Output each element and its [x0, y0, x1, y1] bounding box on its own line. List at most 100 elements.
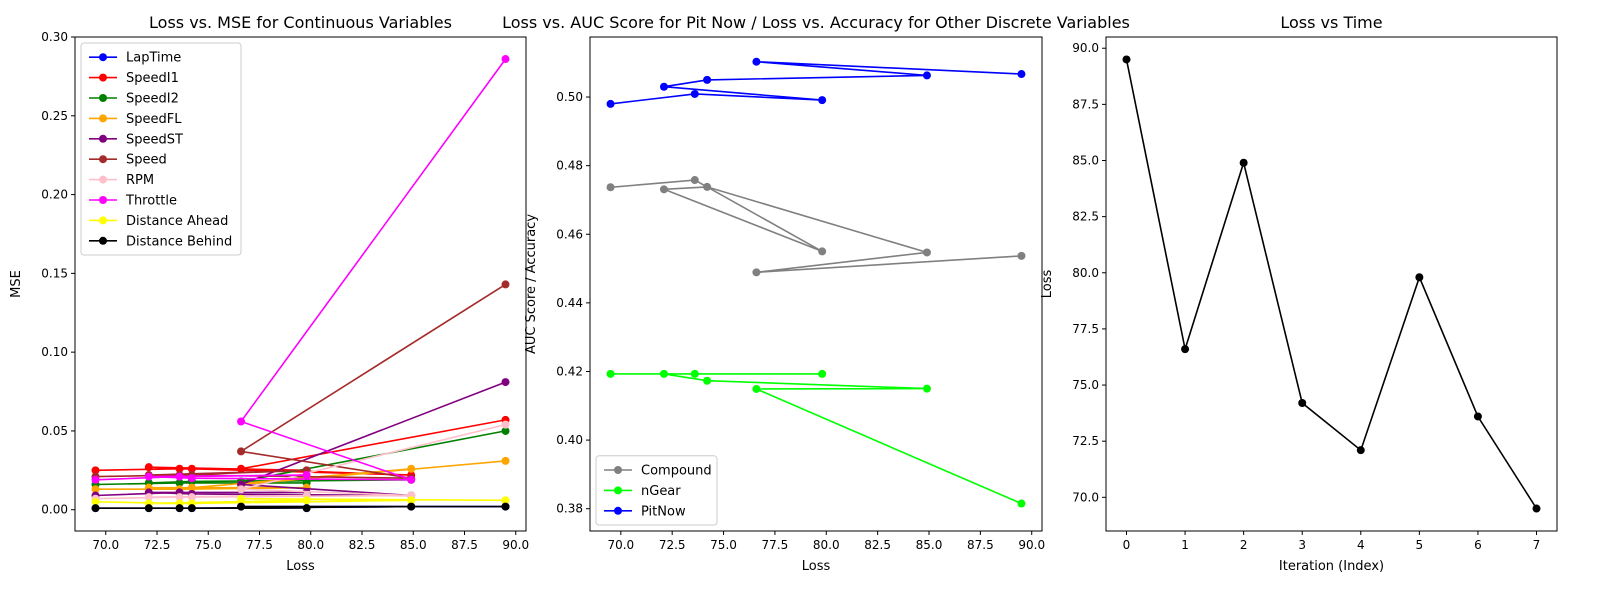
- data-point: [302, 471, 311, 480]
- chart-1: Loss vs. MSE for Continuous Variables 70.…: [9, 13, 529, 574]
- plot-frame: [1105, 36, 1558, 532]
- y-tick-label: 0.00: [41, 503, 68, 517]
- y-tick-label: 0.44: [556, 296, 583, 310]
- y-axis-label: Loss: [1040, 270, 1055, 299]
- series-compound: [606, 176, 1026, 277]
- data-point: [752, 57, 761, 66]
- legend-label: SpeedFL: [126, 112, 182, 127]
- data-point: [1415, 273, 1424, 282]
- x-tick-label: 87.5: [451, 538, 478, 552]
- data-point: [175, 478, 184, 487]
- data-point: [922, 71, 931, 80]
- legend-box: [595, 455, 718, 526]
- data-point: [606, 369, 615, 378]
- x-tick-label: 90.0: [1018, 538, 1045, 552]
- series-line: [95, 58, 507, 481]
- data-point: [501, 496, 510, 505]
- x-tick-label: 87.5: [967, 538, 994, 552]
- x-tick-label: 90.0: [502, 538, 529, 552]
- data-point: [752, 268, 761, 277]
- x-tick-label: 4: [1357, 538, 1365, 552]
- y-tick-label: 0.15: [41, 266, 68, 280]
- y-tick-label: 90.0: [1072, 41, 1099, 55]
- x-tick-label: 85.0: [400, 538, 427, 552]
- legend-entry: LapTime: [89, 51, 181, 66]
- series-ngear: [606, 369, 1026, 508]
- x-tick-label: 82.5: [864, 538, 891, 552]
- legend-marker: [99, 94, 107, 102]
- legend-entry: Compound: [604, 464, 712, 479]
- data-point: [1017, 70, 1026, 79]
- data-point: [187, 493, 196, 502]
- legend-marker: [99, 175, 107, 184]
- y-tick-label: 0.42: [556, 364, 583, 378]
- data-point: [175, 464, 184, 473]
- x-tick-label: 1: [1181, 538, 1189, 552]
- data-point: [237, 494, 246, 503]
- legend-marker: [614, 466, 622, 474]
- series-line: [95, 505, 506, 510]
- series-line: [95, 283, 506, 479]
- data-point: [1122, 55, 1131, 64]
- legend-label: LapTime: [126, 51, 181, 66]
- data-point: [237, 417, 246, 426]
- x-tick-label: 85.0: [916, 538, 943, 552]
- data-point: [703, 75, 712, 84]
- series-speed: [91, 280, 510, 483]
- y-tick-label: 0.50: [556, 90, 583, 104]
- series-line: [95, 419, 506, 476]
- legend-label: PitNow: [641, 504, 686, 519]
- data-point: [659, 82, 668, 91]
- x-tick-label: 70.0: [92, 538, 119, 552]
- data-point: [690, 89, 699, 98]
- x-tick-label: 75.0: [710, 538, 737, 552]
- data-point: [237, 502, 246, 511]
- legend-label: RPM: [126, 173, 154, 188]
- legend-label: Speed: [126, 153, 167, 168]
- legend-label: Throttle: [125, 194, 177, 209]
- data-point: [407, 475, 416, 484]
- x-tick-label: 5: [1416, 538, 1424, 552]
- x-tick-label: 80.0: [297, 538, 324, 552]
- x-tick-label: 70.0: [607, 538, 634, 552]
- series-line: [610, 60, 1022, 105]
- legend-marker: [99, 155, 107, 164]
- y-tick-label: 0.46: [556, 227, 583, 241]
- data-point: [690, 369, 699, 378]
- x-tick-label: 75.0: [195, 538, 222, 552]
- data-point: [175, 493, 184, 502]
- legend-entry: SpeedFL: [89, 112, 182, 127]
- data-point: [818, 96, 827, 105]
- x-tick-label: 72.5: [659, 538, 686, 552]
- legend-marker: [614, 486, 622, 495]
- x-tick-label: 80.0: [813, 538, 840, 552]
- y-axis-label: AUC Score / Accuracy: [524, 214, 539, 354]
- legend-entry: Distance Ahead: [89, 214, 228, 229]
- plot-frame: [589, 36, 1043, 532]
- x-tick-label: 77.5: [246, 538, 273, 552]
- data-point: [703, 182, 712, 191]
- data-point: [922, 248, 931, 257]
- legend-marker: [99, 134, 107, 143]
- data-point: [1473, 412, 1482, 421]
- y-tick-label: 75.0: [1072, 378, 1099, 392]
- y-tick-label: 77.5: [1072, 322, 1099, 336]
- legend-entry: RPM: [89, 173, 154, 188]
- data-point: [752, 384, 761, 393]
- data-point: [91, 475, 100, 484]
- data-point: [818, 369, 827, 378]
- data-point: [237, 447, 246, 456]
- data-point: [187, 464, 196, 473]
- legend-entry: Throttle: [89, 194, 177, 209]
- x-tick-label: 7: [1533, 538, 1541, 552]
- data-point: [175, 504, 184, 513]
- legend-label: nGear: [641, 484, 681, 499]
- y-tick-label: 0.10: [41, 345, 68, 359]
- legend-marker: [614, 506, 622, 515]
- series-line: [95, 423, 506, 500]
- data-point: [606, 183, 615, 192]
- y-tick-label: 0.05: [41, 424, 68, 438]
- data-point: [1017, 499, 1026, 508]
- x-axis-label: Loss: [286, 559, 315, 574]
